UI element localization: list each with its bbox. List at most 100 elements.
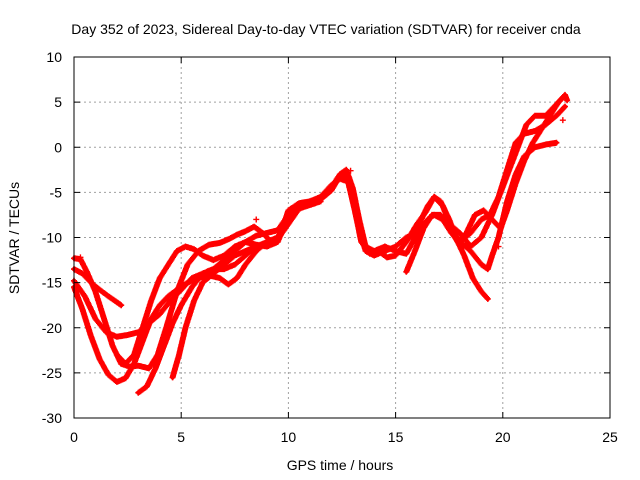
y-tick-label: 0 [54,139,62,155]
data-point [221,253,227,258]
data-point [344,167,349,172]
data-point [462,253,467,258]
data-point [412,248,418,254]
data-point [234,275,240,281]
data-point [84,269,90,274]
data-layer [71,91,571,396]
data-point [149,298,154,303]
data-point [468,248,473,254]
data-point [80,307,85,312]
data-point [114,352,120,357]
data-point [185,262,190,267]
data-point [106,294,111,299]
x-tick-label: 15 [388,429,404,445]
data-point [530,140,535,145]
data-point [376,248,381,254]
data-point [532,113,538,118]
data-point [131,361,137,367]
data-point [166,294,171,299]
x-tick-label: 0 [70,429,78,445]
data-point [211,271,216,276]
data-point [504,208,510,213]
data-point [564,98,570,103]
data-point [337,176,343,181]
data-point [254,244,259,249]
data-point [489,212,495,218]
data-point [552,104,557,109]
data-point [264,230,270,236]
y-tick-label: -25 [42,365,62,381]
series-track-7 [169,198,324,381]
data-point [166,262,171,267]
data-point [211,257,216,263]
data-point [543,113,548,118]
data-point [176,352,182,357]
data-point [562,104,568,109]
data-point [498,226,503,231]
y-tick-label: -10 [42,230,62,246]
data-point [464,230,469,236]
data-point [489,253,495,258]
data-point [226,237,231,242]
data-point [170,321,175,326]
y-tick-label: -20 [42,320,62,336]
data-point [183,325,188,330]
data-point [346,179,351,184]
stray-point-marker [347,167,354,174]
data-point [423,210,428,215]
data-point [221,262,227,267]
data-point [93,289,98,294]
data-point [226,282,231,287]
data-point [560,95,565,100]
data-point [179,303,184,308]
stray-point-marker [559,117,566,124]
data-point [404,251,409,256]
data-point [554,113,559,118]
data-point [507,167,512,172]
data-point [144,384,150,389]
data-point [200,271,205,276]
data-point [97,287,102,292]
data-point [522,158,527,163]
data-point [174,248,180,254]
data-point [153,366,158,371]
stray-point-marker [495,243,502,250]
data-point [337,172,343,177]
data-point [89,334,94,339]
data-point [472,212,478,218]
data-point [513,181,518,186]
y-tick-label: 5 [54,94,62,110]
data-point [93,316,98,321]
data-point [470,275,475,281]
data-point [131,352,137,357]
data-point [455,239,460,245]
data-point [157,275,162,281]
data-point [232,262,237,267]
data-point [498,190,503,195]
x-tick-label: 20 [495,429,511,445]
data-point [307,202,312,208]
data-point [136,363,141,368]
data-point [479,262,484,267]
data-point [485,266,490,272]
data-point [157,303,162,308]
data-point [82,294,87,299]
x-axis-label: GPS time / hours [287,457,394,473]
data-point [232,244,237,249]
data-point [146,321,152,326]
data-point [97,357,102,362]
stray-point-marker [77,254,84,261]
data-point [496,235,501,240]
data-point [539,127,544,132]
data-point [206,242,212,247]
data-point [123,376,128,381]
y-tick-label: 10 [46,49,62,65]
data-point [183,244,188,249]
y-axis-label: SDTVAR / TECUs [6,182,22,294]
tick-layer: 0 5 10 15 20 25 -30 -25 -20 -15 -10 -5 0 5 10 [42,49,618,445]
series-track-9 [446,94,566,250]
data-point [438,212,443,218]
stray-point-marker [253,216,260,223]
